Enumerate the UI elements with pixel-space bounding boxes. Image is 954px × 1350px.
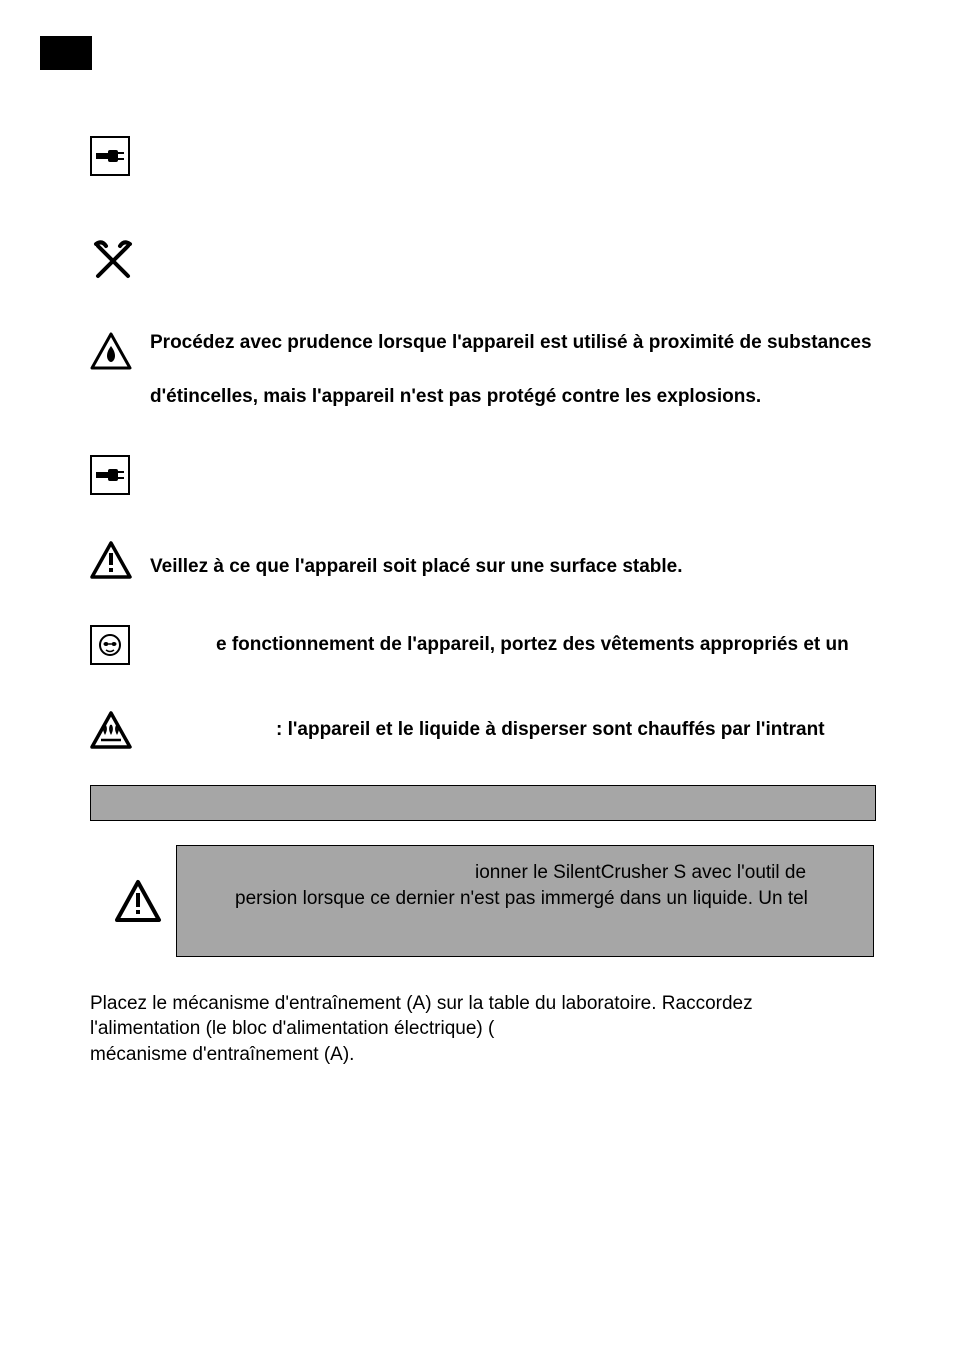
spacer [90, 176, 874, 220]
row-plug-1 [90, 136, 874, 176]
row-heat: : l'appareil et le liquide à disperser s… [90, 711, 874, 749]
section-separator-bar [90, 785, 876, 821]
clothing-text: e fonctionnement de l'appareil, portez d… [216, 634, 849, 655]
flammable-line2: d'étincelles, mais l'appareil n'est pas … [150, 384, 874, 410]
body-line3: mécanisme d'entraînement (A). [90, 1042, 810, 1068]
spacer [90, 409, 874, 437]
spacer [90, 495, 874, 523]
warning-box: ionner le SilentCrusher S avec l'outil d… [176, 845, 874, 956]
spacer [90, 284, 874, 312]
spacer [90, 74, 874, 118]
warning-line1: ionner le SilentCrusher S avec l'outil d… [195, 860, 855, 886]
warning-icon [90, 541, 132, 579]
warning-line2: persion lorsque ce dernier n'est pas imm… [195, 886, 855, 912]
plug-icon [90, 136, 130, 176]
spacer [90, 579, 874, 607]
document-page: Procédez avec prudence lorsque l'apparei… [0, 0, 954, 1350]
row-clothing: e fonctionnement de l'appareil, portez d… [90, 625, 874, 665]
row-plug-2 [90, 455, 874, 495]
body-line2: l'alimentation (le bloc d'alimentation é… [90, 1016, 810, 1042]
warning-icon [114, 879, 162, 923]
row-stable-surface: Veillez à ce que l'appareil soit placé s… [90, 541, 874, 579]
face-protection-icon [90, 625, 130, 665]
spacer [90, 665, 874, 693]
body-paragraph: Placez le mécanisme d'entraînement (A) s… [90, 991, 810, 1068]
fire-warning-icon [90, 332, 132, 370]
row-flammable: Procédez avec prudence lorsque l'apparei… [90, 330, 874, 409]
warning-callout: ionner le SilentCrusher S avec l'outil d… [114, 845, 874, 956]
hot-surface-icon [90, 711, 132, 749]
header-black-tab [40, 36, 92, 70]
heat-text: : l'appareil et le liquide à disperser s… [276, 719, 825, 740]
row-tools [90, 238, 874, 284]
spacer [90, 30, 874, 74]
flammable-line1: Procédez avec prudence lorsque l'apparei… [150, 330, 874, 356]
tools-icon [90, 238, 136, 284]
body-line1: Placez le mécanisme d'entraînement (A) s… [90, 991, 810, 1017]
plug-icon [90, 455, 130, 495]
stable-surface-text: Veillez à ce que l'appareil soit placé s… [150, 556, 683, 577]
